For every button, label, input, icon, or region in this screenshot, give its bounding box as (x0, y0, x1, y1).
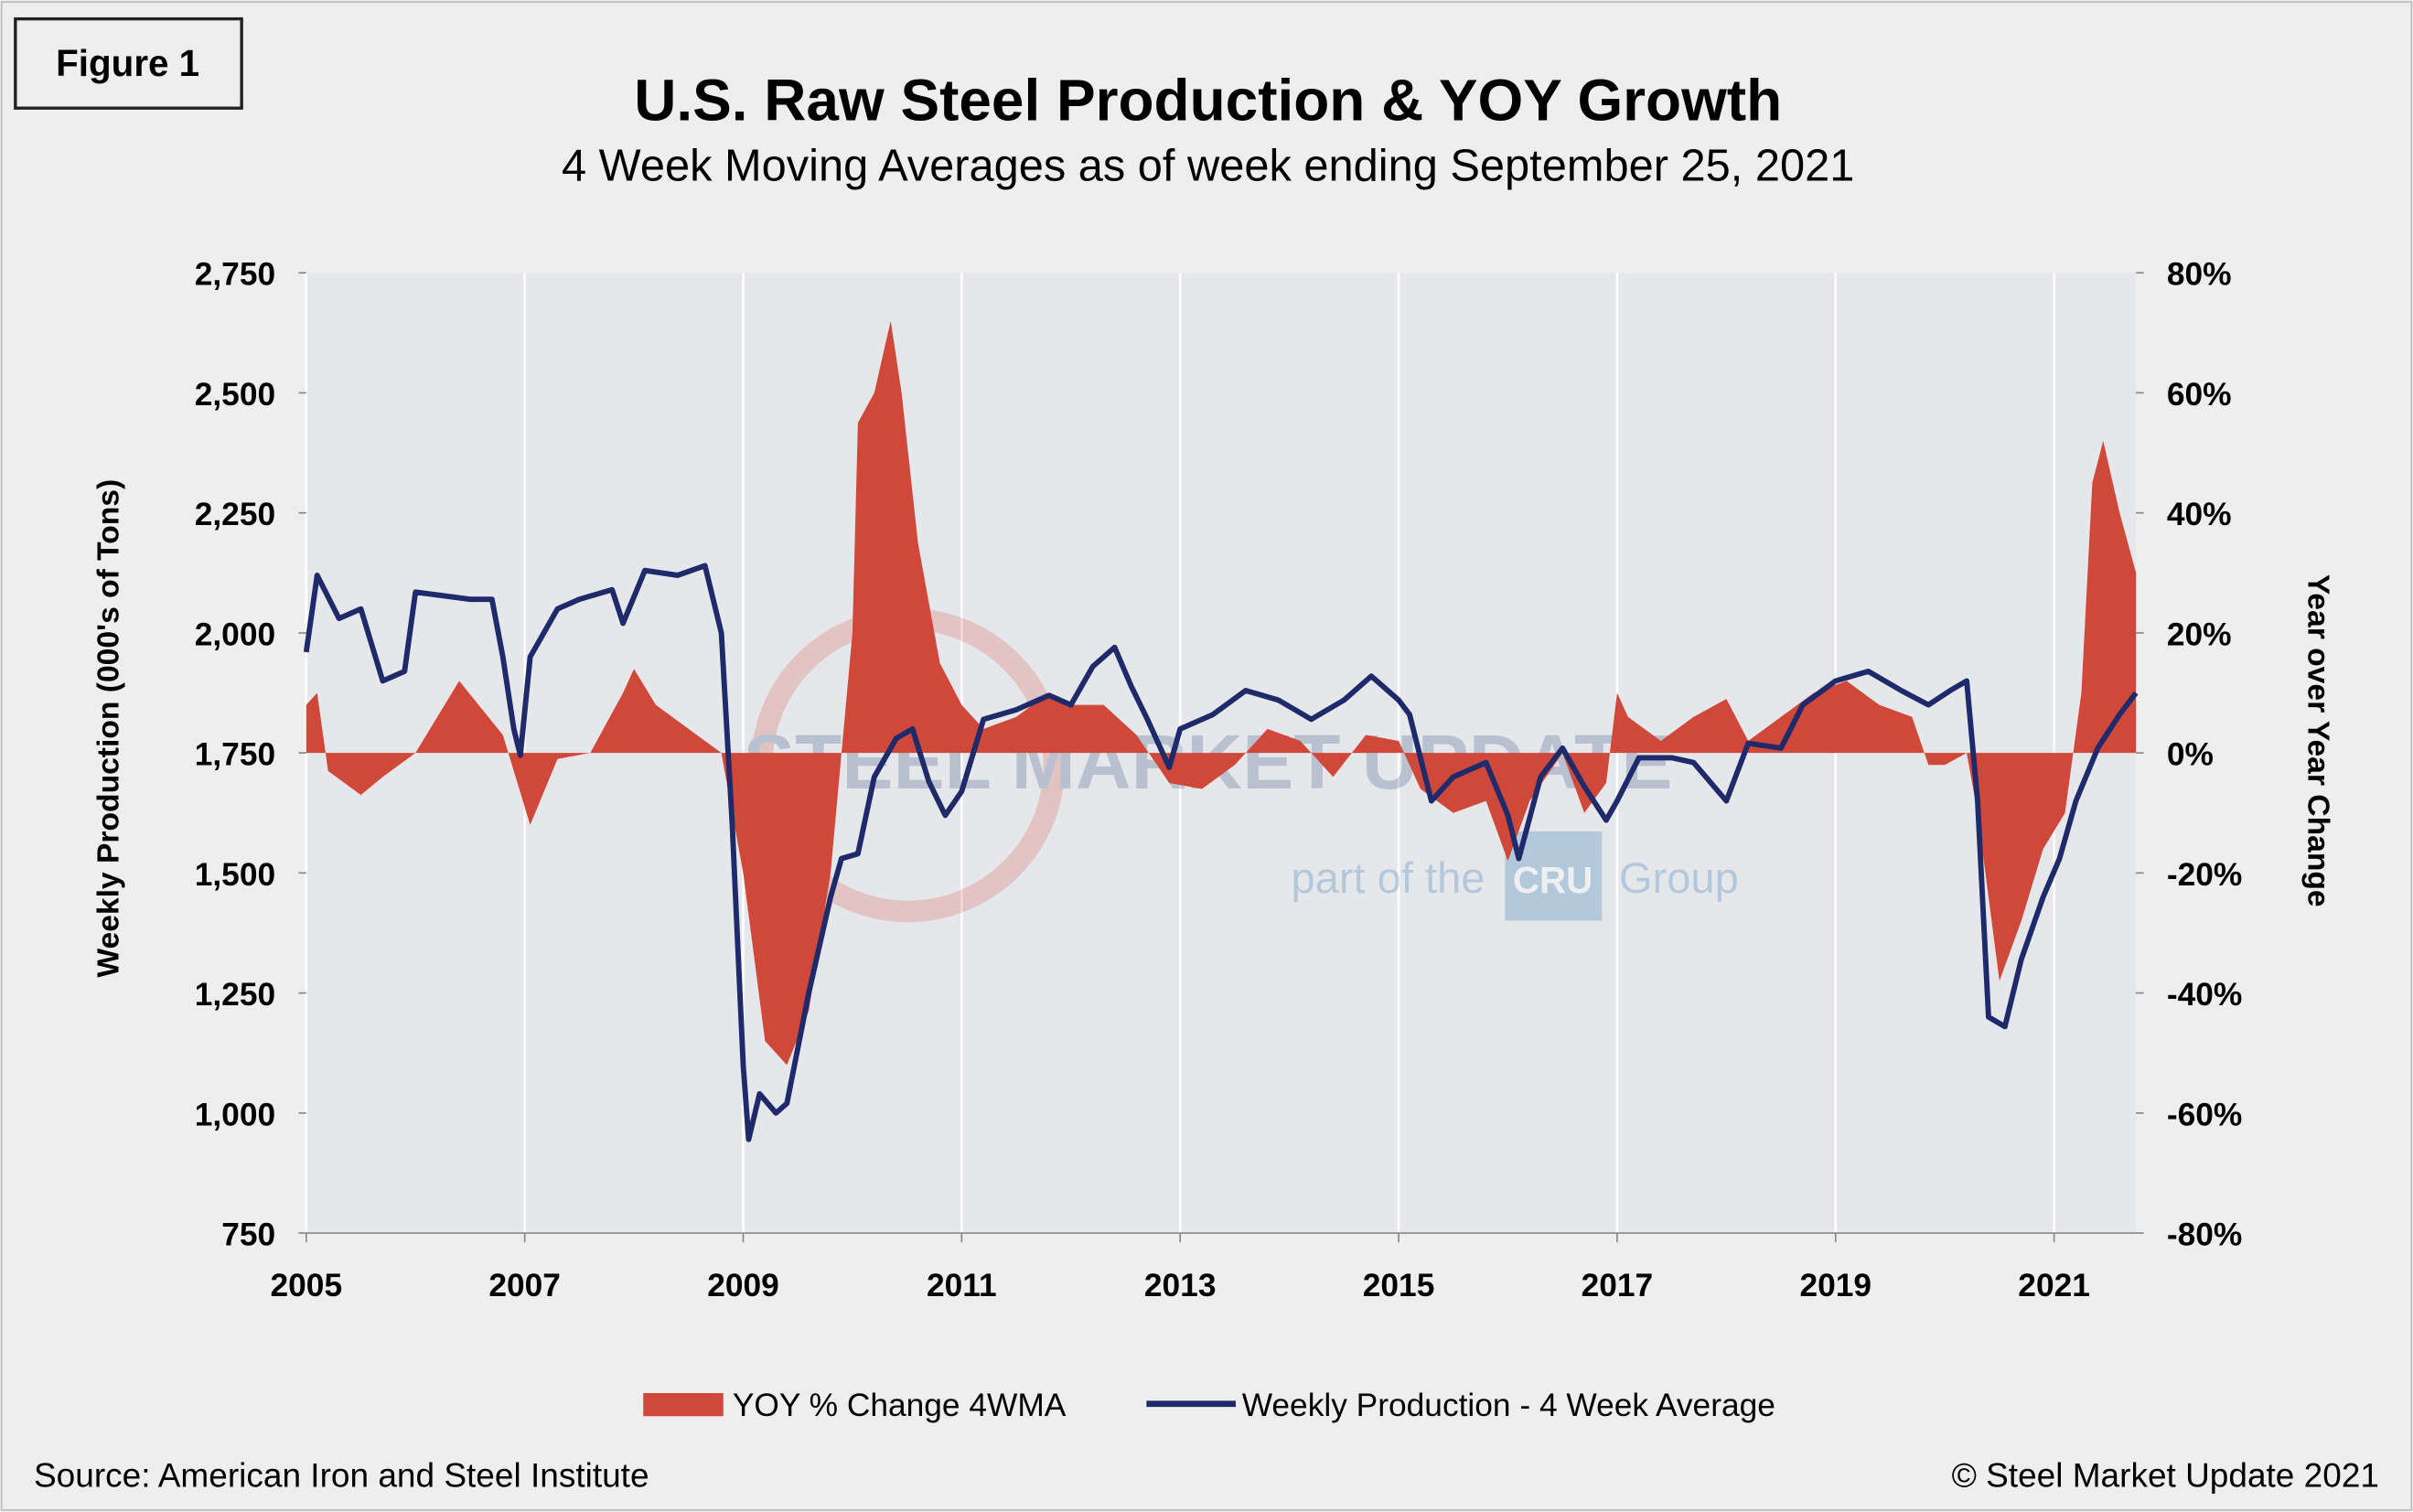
legend: YOY % Change 4WMA Weekly Production - 4 W… (643, 1388, 1775, 1423)
y2-tick-label: -60% (2167, 1097, 2242, 1132)
chart-title: U.S. Raw Steel Production & YOY Growth (634, 68, 1782, 134)
y-tick-label: 2,000 (195, 617, 275, 652)
chart-subtitle: 4 Week Moving Averages as of week ending… (562, 141, 1854, 190)
watermark-suffix: Group (1619, 853, 1739, 902)
y2-tick-label: 80% (2167, 257, 2232, 293)
x-tick-label: 2015 (1363, 1268, 1435, 1303)
x-tick-label: 2009 (707, 1268, 779, 1303)
y-tick-label: 750 (221, 1217, 275, 1253)
watermark-logo: CRU (1513, 859, 1593, 901)
y-tick-label: 2,750 (195, 257, 275, 293)
y2-tick-label: -80% (2167, 1217, 2242, 1253)
y2-tick-label: 20% (2167, 617, 2232, 652)
copyright: © Steel Market Update 2021 (1952, 1456, 2379, 1495)
x-tick-label: 2005 (271, 1268, 343, 1303)
production-line (303, 563, 2139, 1142)
source: Source: American Iron and Steel Institut… (34, 1456, 649, 1495)
y2-tick-label: -40% (2167, 977, 2242, 1013)
legend-swatch (643, 1393, 724, 1417)
y-tick-label: 2,250 (195, 497, 275, 532)
marks (303, 320, 2139, 1142)
y-tick-label: 1,750 (195, 737, 275, 773)
y2-tick-label: 0% (2167, 737, 2214, 773)
yoy-area (306, 320, 2137, 1066)
watermark-tagline: part of the (1291, 853, 1485, 902)
x-tick-label: 2021 (2018, 1268, 2090, 1303)
x-tick-label: 2011 (927, 1268, 997, 1303)
y2-axis-label: Year over Year Change (2301, 574, 2335, 907)
y-tick-label: 1,500 (195, 857, 275, 893)
y2-tick-label: 60% (2167, 377, 2232, 413)
x-tick-label: 2007 (488, 1268, 561, 1303)
y2-tick-label: 40% (2167, 497, 2232, 532)
y-tick-label: 2,500 (195, 377, 275, 413)
figure-label: Figure 1 (56, 42, 199, 84)
y2-tick-label: -20% (2167, 857, 2242, 893)
watermark-tag: part of the CRU Group (1291, 831, 1739, 921)
x-tick-label: 2013 (1144, 1268, 1217, 1303)
x-tick-label: 2019 (1799, 1268, 1871, 1303)
y-tick-label: 1,000 (195, 1097, 275, 1132)
y-tick-label: 1,250 (195, 977, 275, 1013)
x-tick-label: 2017 (1582, 1268, 1654, 1303)
figure-box (14, 16, 243, 110)
y-axis-label: Weekly Production (000's of Tons) (92, 479, 126, 978)
legend-label: Weekly Production - 4 Week Average (1242, 1388, 1775, 1423)
legend-label: YOY % Change 4WMA (733, 1388, 1067, 1423)
